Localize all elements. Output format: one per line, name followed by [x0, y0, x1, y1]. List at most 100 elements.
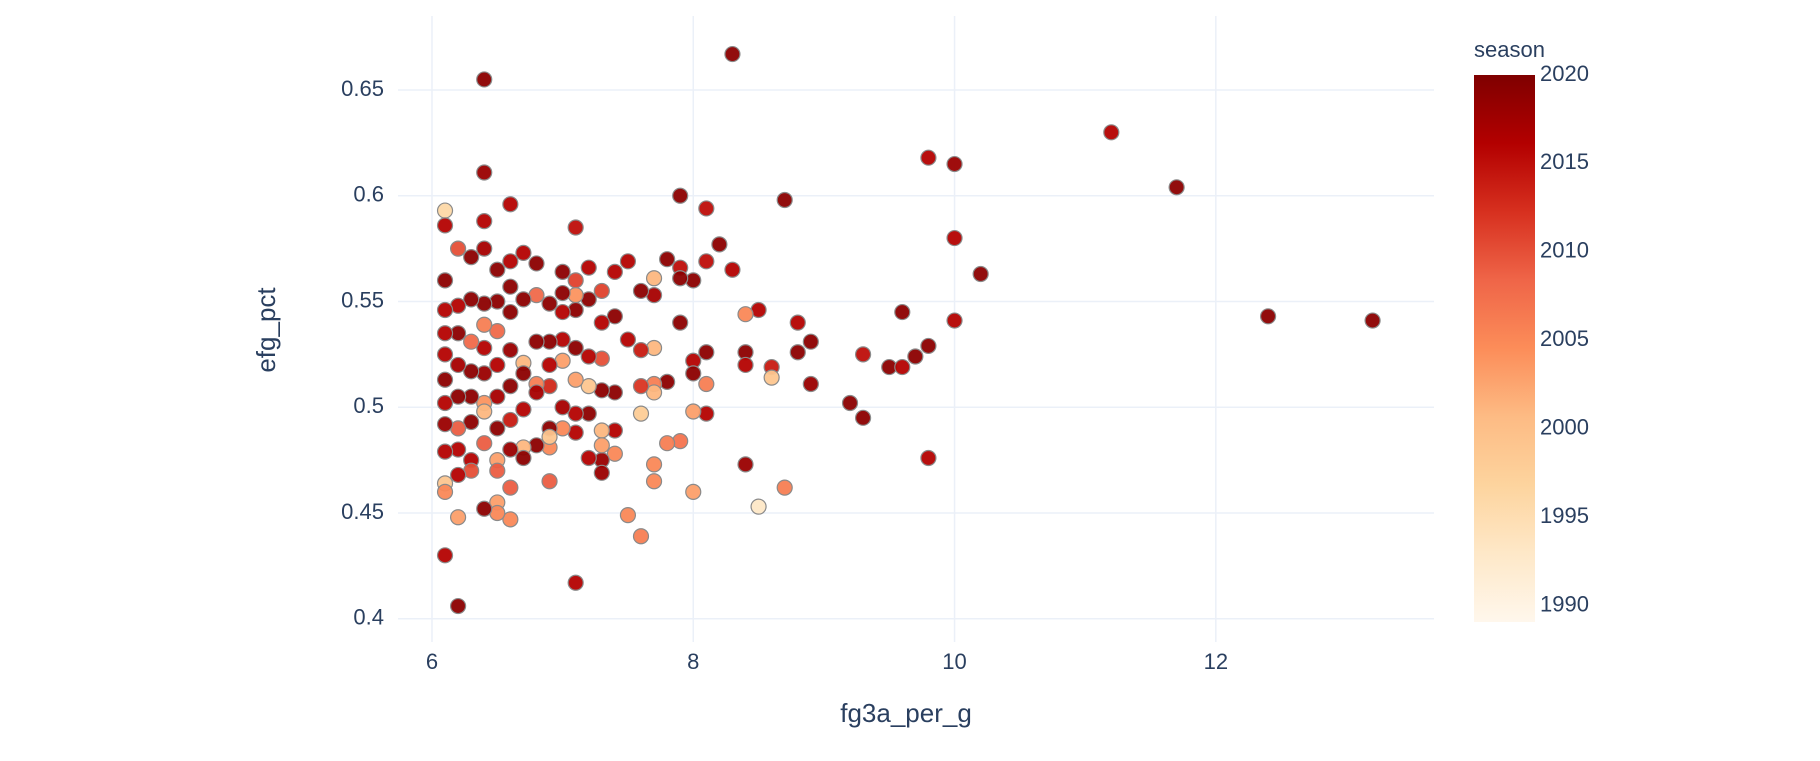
scatter-point [436, 443, 454, 460]
scatter-point [554, 399, 571, 416]
scatter-point [580, 259, 597, 276]
scatter-point [802, 333, 819, 350]
scatter-point [502, 303, 519, 321]
scatter-point [763, 369, 780, 386]
x-tick-label: 10 [942, 649, 966, 674]
scatter-point [698, 375, 715, 393]
scatter-point [502, 411, 519, 429]
x-tick-label: 8 [687, 649, 699, 674]
scatter-point [515, 365, 532, 382]
scatter-point [449, 356, 467, 374]
scatter-point [463, 333, 480, 350]
scatter-point [580, 449, 597, 467]
scatter-point [920, 337, 937, 355]
scatter-point [645, 456, 663, 473]
scatter-point [528, 255, 545, 272]
scatter-point [449, 597, 467, 615]
scatter-point [436, 394, 454, 412]
scatter-point [567, 574, 584, 591]
scatter-point [698, 344, 715, 361]
scatter-point [436, 346, 454, 363]
scatter-point [894, 303, 911, 321]
colorbar-title: season [1474, 37, 1545, 62]
scatter-point [1168, 179, 1185, 196]
scatter-point [619, 507, 637, 524]
scatter-point [841, 394, 859, 412]
colorbar [1474, 75, 1535, 622]
scatter-point [854, 409, 872, 426]
scatter-point [489, 261, 506, 278]
scatter-point [593, 282, 610, 300]
scatter-point [449, 466, 467, 484]
scatter-point [737, 456, 754, 473]
scatter-point [659, 251, 676, 268]
scatter-point [463, 413, 480, 431]
scatter-point [854, 346, 872, 363]
scatter-point [672, 270, 689, 287]
scatter-point [502, 479, 519, 496]
colorbar-tick-label: 2005 [1540, 326, 1589, 351]
scatter-point [463, 291, 480, 308]
scatter-point [463, 363, 480, 380]
scatter-point [659, 435, 676, 452]
colorbar-tick-label: 1990 [1540, 591, 1589, 616]
scatter-point [606, 263, 623, 280]
scatter-point [449, 388, 467, 405]
colorbar-tick-label: 2000 [1540, 415, 1589, 440]
scatter-point [593, 464, 610, 481]
scatter-point [1259, 308, 1277, 325]
scatter-point [515, 244, 532, 261]
scatter-point [894, 358, 911, 376]
scatter-point [476, 339, 493, 357]
scatter-point [476, 403, 493, 420]
scatter-point [476, 240, 493, 257]
scatter-point [541, 356, 558, 374]
scatter-point [541, 295, 558, 312]
scatter-point [463, 248, 480, 266]
scatter-point [672, 314, 689, 331]
scatter-point [776, 191, 793, 209]
x-axis-title: fg3a_per_g [840, 698, 972, 728]
y-tick-label: 0.65 [341, 76, 384, 101]
scatter-point [685, 365, 702, 382]
scatter-point [632, 378, 650, 395]
x-tick-label: 6 [426, 649, 438, 674]
scatter-point [632, 405, 650, 422]
scatter-point [489, 388, 506, 405]
scatter-point [541, 473, 558, 490]
scatter-point [489, 420, 506, 437]
scatter-point [685, 483, 702, 500]
scatter-point [502, 196, 519, 213]
scatter-point [502, 342, 519, 359]
scatter-point [489, 462, 506, 479]
scatter-point [528, 333, 545, 350]
scatter-point [619, 331, 637, 348]
scatter-point [645, 384, 663, 401]
scatter-point [554, 284, 571, 302]
scatter-point [698, 200, 715, 217]
scatter-point [476, 213, 493, 230]
scatter-point [528, 384, 545, 401]
scatter-point [554, 263, 571, 280]
y-tick-label: 0.5 [353, 393, 384, 418]
scatter-point [554, 303, 571, 321]
scatter-point [802, 375, 819, 393]
scatter-point [711, 236, 728, 253]
scatter-point [436, 371, 454, 388]
scatter-point [580, 348, 597, 365]
scatter-point [685, 403, 702, 420]
scatter-point [593, 314, 610, 331]
scatter-point [593, 422, 610, 439]
scatter-point [789, 344, 806, 361]
scatter-point [632, 528, 650, 545]
scatter-point [436, 325, 454, 342]
scatter-point [515, 291, 532, 308]
scatter-point [737, 306, 754, 323]
colorbar-tick-label: 2010 [1540, 238, 1589, 263]
scatter-point [698, 253, 715, 270]
y-tick-label: 0.4 [353, 605, 384, 630]
scatter-point [476, 71, 493, 88]
scatter-point [737, 356, 754, 374]
scatter-point [436, 217, 454, 234]
